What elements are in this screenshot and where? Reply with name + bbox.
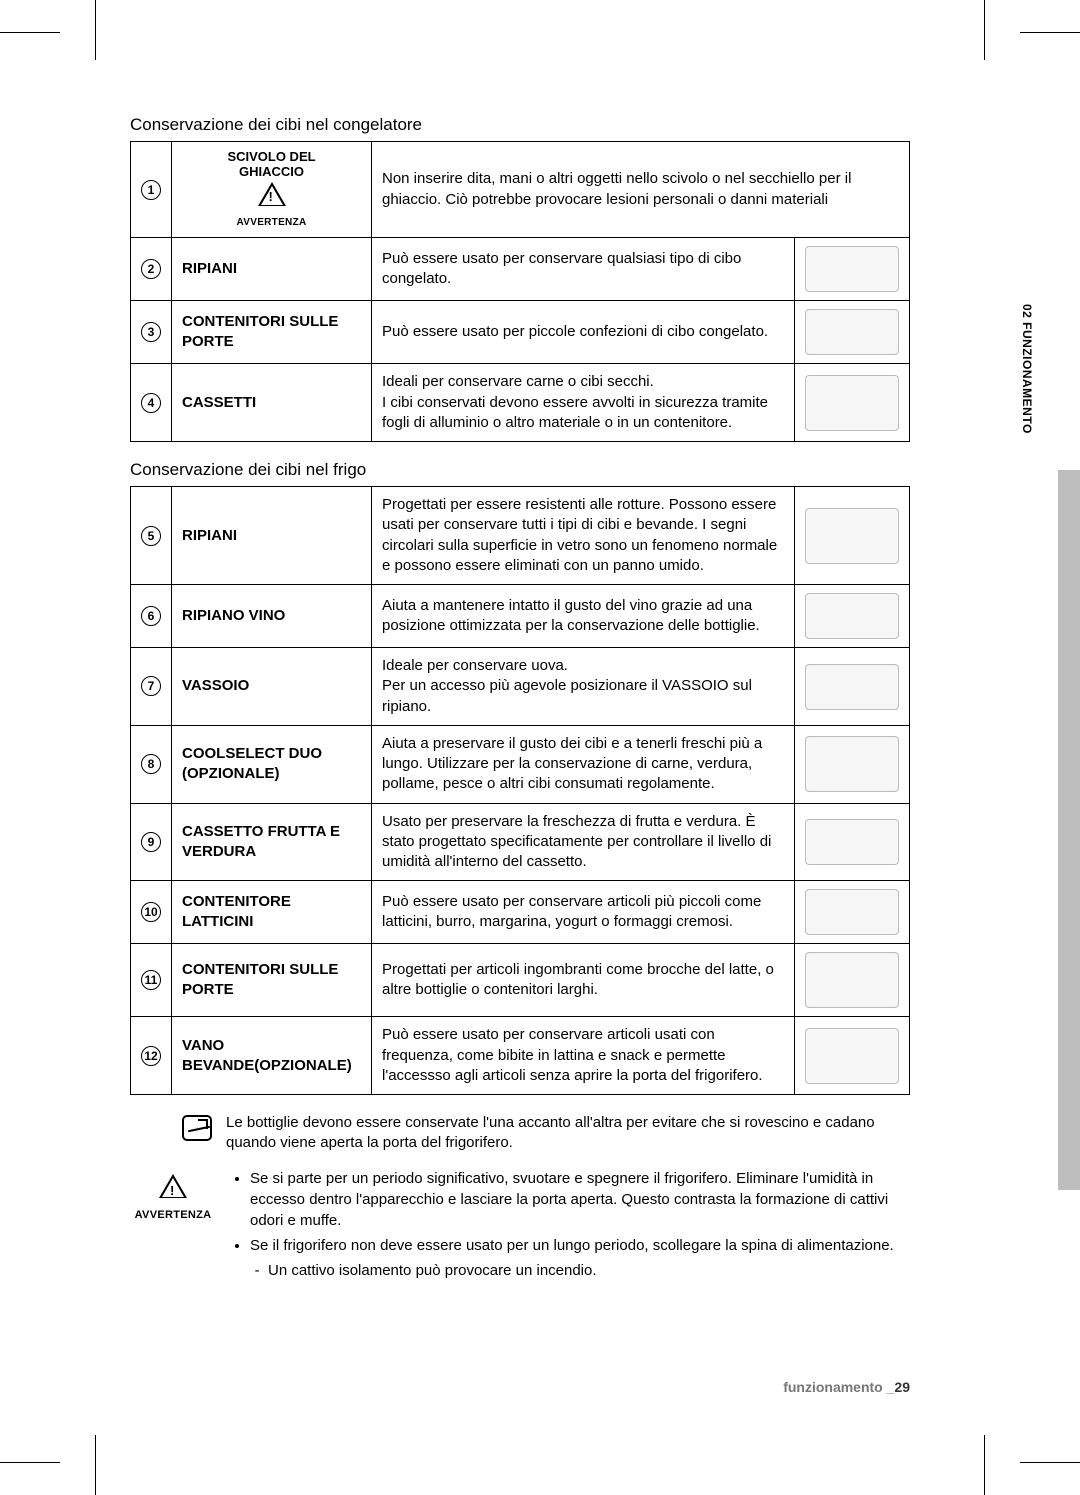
coolselect-icon [805, 736, 899, 792]
table-row: 12 VANO BEVANDE(OPZIONALE) Può essere us… [131, 1017, 910, 1095]
shelf-icon [805, 508, 899, 564]
note-text: Le bottiglie devono essere conservate l'… [226, 1113, 910, 1154]
door-bin-icon [805, 309, 899, 355]
freezer-title: Conservazione dei cibi nel congelatore [130, 115, 910, 135]
wine-rack-icon [805, 593, 899, 639]
shelf-icon [805, 246, 899, 292]
side-tab: 02 FUNZIONAMENTO [1020, 300, 1048, 480]
warning-label: AVVERTENZA [130, 1208, 216, 1223]
table-row: 11 CONTENITORI SULLE PORTE Progettati pe… [131, 944, 910, 1017]
freezer-table: 1 SCIVOLO DEL GHIACCIO ! AVVERTENZA Non … [130, 141, 910, 442]
table-row: 10 CONTENITORE LATTICINI Può essere usat… [131, 881, 910, 944]
table-row: 2 RIPIANI Può essere usato per conservar… [131, 238, 910, 301]
dairy-bin-icon [805, 889, 899, 935]
ice-chute-label: SCIVOLO DEL GHIACCIO ! AVVERTENZA [182, 150, 361, 229]
fridge-table: 5 RIPIANI Progettati per essere resisten… [130, 486, 910, 1095]
warning-block: ! AVVERTENZA Se si parte per un periodo … [130, 1168, 910, 1285]
warning-item: Se si parte per un periodo significativo… [250, 1168, 910, 1231]
side-tab-text: 02 FUNZIONAMENTO [1020, 300, 1034, 434]
drawer-icon [805, 375, 899, 431]
warning-triangle-icon: ! [258, 182, 286, 206]
table-row: 7 VASSOIO Ideale per conservare uova. Pe… [131, 648, 910, 726]
table-row: 9 CASSETTO FRUTTA E VERDURA Usato per pr… [131, 803, 910, 881]
note: Le bottiglie devono essere conservate l'… [180, 1113, 910, 1154]
table-row: 4 CASSETTI Ideali per conservare carne o… [131, 364, 910, 442]
beverage-bay-icon [805, 1028, 899, 1084]
fridge-title: Conservazione dei cibi nel frigo [130, 460, 910, 480]
page-footer: funzionamento _29 [783, 1379, 910, 1395]
row-number: 1 [141, 180, 161, 200]
warning-subitem: Un cattivo isolamento può provocare un i… [268, 1260, 910, 1281]
table-row: 3 CONTENITORI SULLE PORTE Può essere usa… [131, 301, 910, 364]
tray-icon [805, 664, 899, 710]
note-icon [182, 1115, 212, 1141]
row-desc: Non inserire dita, mani o altri oggetti … [372, 142, 910, 238]
warning-triangle-icon: ! [159, 1174, 187, 1198]
warning-item: Se il frigorifero non deve essere usato … [250, 1235, 910, 1281]
door-bin-icon [805, 952, 899, 1008]
table-row: 8 COOLSELECT DUO (OPZIONALE) Aiuta a pre… [131, 725, 910, 803]
table-row: 1 SCIVOLO DEL GHIACCIO ! AVVERTENZA Non … [131, 142, 910, 238]
page-content: Conservazione dei cibi nel congelatore 1… [130, 115, 910, 1285]
table-row: 6 RIPIANO VINO Aiuta a mantenere intatto… [131, 585, 910, 648]
veg-drawer-icon [805, 819, 899, 865]
table-row: 5 RIPIANI Progettati per essere resisten… [131, 487, 910, 585]
